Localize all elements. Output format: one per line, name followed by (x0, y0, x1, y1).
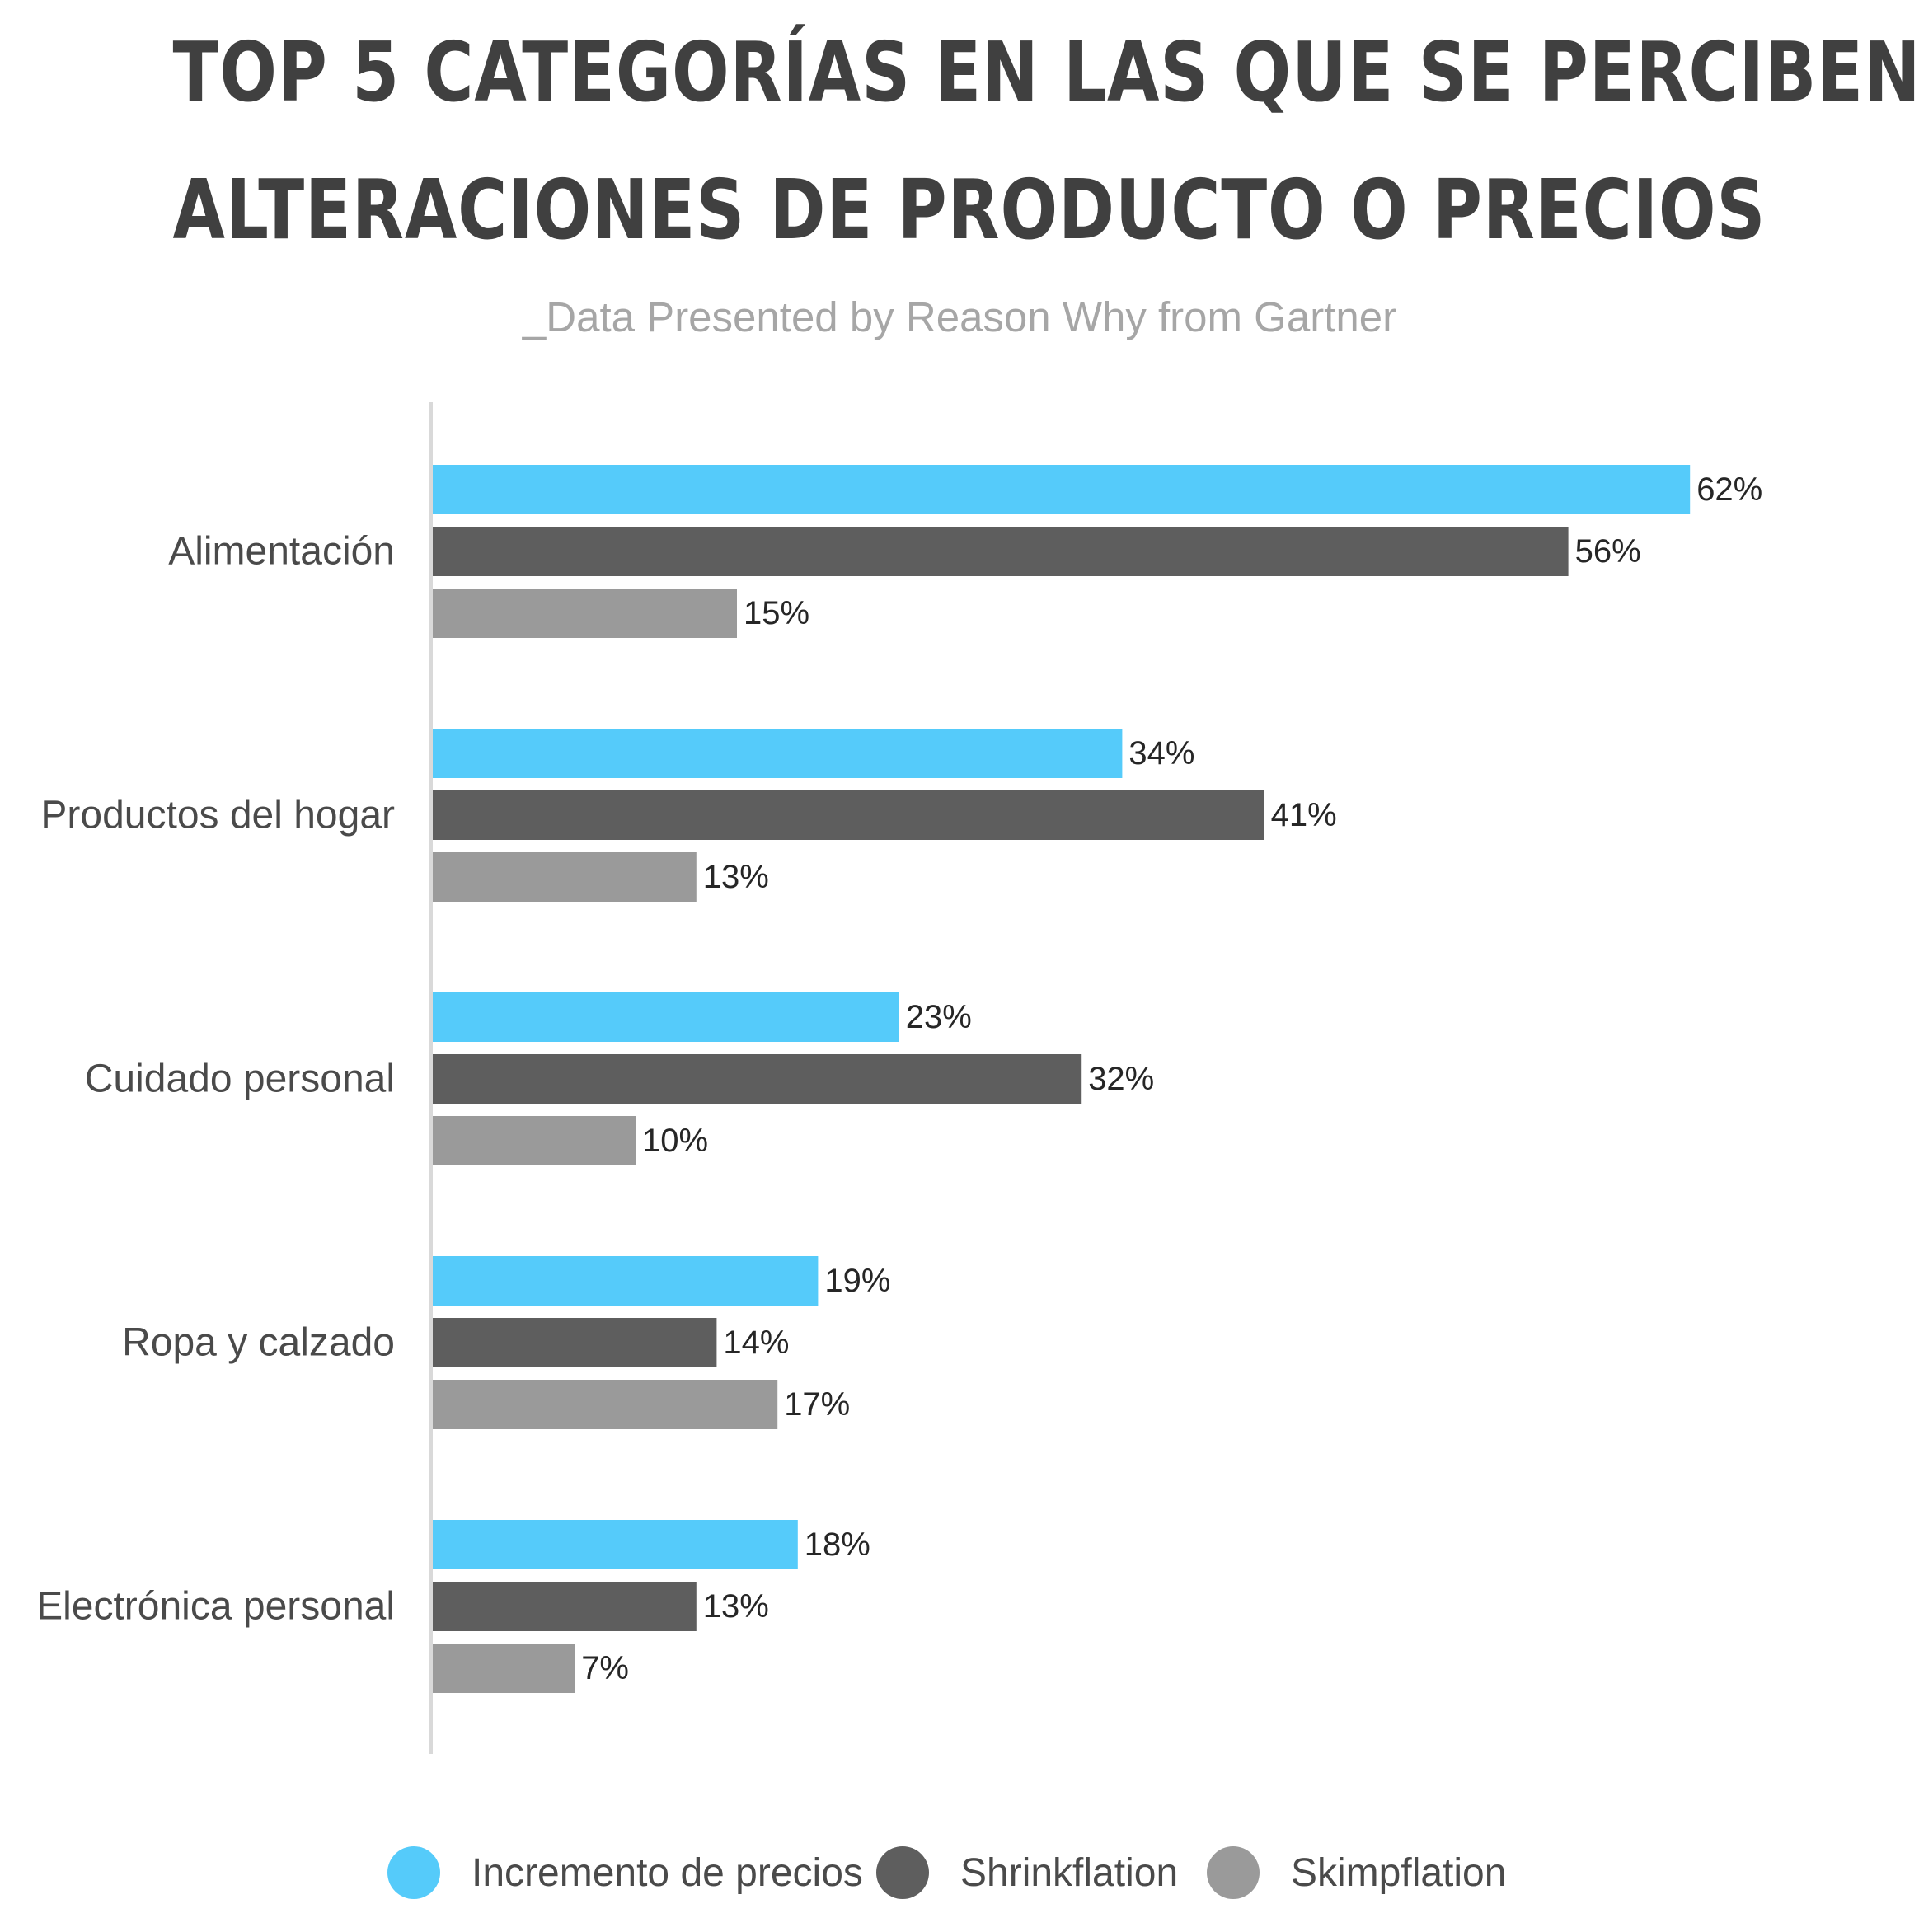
bar-shrinkflation (433, 790, 1264, 840)
data-label: 15% (744, 595, 809, 631)
legend-label-skimpflation: Skimpflation (1291, 1850, 1507, 1895)
data-label: 19% (824, 1263, 890, 1299)
data-label: 18% (805, 1526, 870, 1563)
legend-swatch-skimpflation (1207, 1846, 1260, 1899)
bar-incremento (433, 1256, 819, 1306)
legend-item-skimpflation: Skimpflation (1207, 1840, 1506, 1906)
bar-skimpflation (433, 1380, 778, 1429)
data-label: 34% (1128, 735, 1194, 771)
data-label: 62% (1696, 471, 1762, 508)
data-label: 23% (906, 999, 972, 1035)
legend-label-incremento: Incremento de precios (472, 1850, 863, 1895)
bar-chart: Alimentación 62% 56% 15% Productos del hogar… (36, 402, 1762, 1754)
bars-layer (433, 465, 1691, 1693)
data-label: 13% (703, 1588, 769, 1625)
data-label: 17% (784, 1386, 850, 1423)
bar-skimpflation (433, 1116, 636, 1165)
data-label: 10% (642, 1123, 708, 1159)
chart-subtitle: _Data Presented by Reason Why from Gartn… (522, 293, 1397, 340)
bar-incremento (433, 465, 1691, 514)
legend-label-shrinkflation: Shrinkflation (960, 1850, 1179, 1895)
bar-incremento (433, 729, 1123, 778)
bar-shrinkflation (433, 1318, 717, 1367)
data-label: 32% (1088, 1061, 1154, 1097)
bar-shrinkflation (433, 1582, 697, 1631)
data-label: 7% (581, 1650, 629, 1686)
data-label: 14% (723, 1325, 789, 1361)
legend-item-incremento: Incremento de precios (387, 1840, 863, 1906)
data-label: 56% (1575, 533, 1641, 570)
legend-swatch-shrinkflation (876, 1846, 929, 1899)
category-label: Electrónica personal (36, 1585, 395, 1629)
category-label: Cuidado personal (85, 1057, 395, 1101)
chart-legend: Incremento de precios Shrinkflation Skim… (0, 1840, 1919, 1906)
bar-incremento (433, 1520, 798, 1569)
bar-shrinkflation (433, 1054, 1082, 1104)
legend-item-shrinkflation: Shrinkflation (876, 1840, 1178, 1906)
category-label: Ropa y calzado (122, 1321, 395, 1365)
category-label: Productos del hogar (40, 794, 395, 837)
bar-skimpflation (433, 1644, 575, 1693)
bar-skimpflation (433, 589, 737, 638)
data-label: 41% (1271, 797, 1337, 833)
category-label: Alimentación (168, 530, 395, 574)
data-label: 13% (703, 859, 769, 895)
chart-title-line-2: ALTERACIONES DE PRODUCTO O PRECIOS (172, 162, 1767, 258)
labels-layer: Alimentación 62% 56% 15% Productos del hogar… (36, 471, 1762, 1686)
bar-skimpflation (433, 852, 697, 902)
bar-shrinkflation (433, 527, 1569, 576)
legend-swatch-incremento (387, 1846, 440, 1899)
bar-incremento (433, 992, 899, 1042)
chart-title-line-1: TOP 5 CATEGORÍAS EN LAS QUE SE PERCIBEN (172, 24, 1919, 120)
